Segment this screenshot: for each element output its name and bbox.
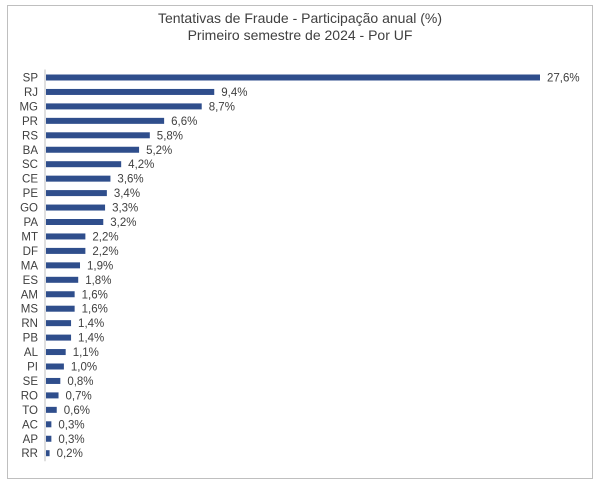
category-label-ac: AC xyxy=(22,419,38,431)
data-label-ba: 5,2% xyxy=(146,145,172,157)
bar-pr xyxy=(46,117,165,124)
category-label-rn: RN xyxy=(21,318,38,330)
bar-ro xyxy=(46,392,59,399)
category-label-df: DF xyxy=(23,246,38,258)
data-label-to: 0,6% xyxy=(64,405,90,417)
category-label-se: SE xyxy=(23,376,39,388)
data-label-df: 2,2% xyxy=(92,246,118,258)
bar-ba xyxy=(46,146,140,153)
chart-frame xyxy=(7,5,593,479)
bar-se xyxy=(46,377,61,384)
category-label-pi: PI xyxy=(27,362,38,374)
category-label-to: TO xyxy=(22,405,38,417)
data-label-se: 0,8% xyxy=(67,376,93,388)
data-label-rn: 1,4% xyxy=(78,318,104,330)
bar-to xyxy=(46,406,57,413)
category-label-pr: PR xyxy=(22,116,38,128)
data-label-mg: 8,7% xyxy=(209,101,235,113)
bar-sc xyxy=(46,161,122,168)
category-label-sp: SP xyxy=(23,73,39,85)
data-label-ms: 1,6% xyxy=(82,304,108,316)
data-label-rr: 0,2% xyxy=(57,448,83,460)
data-label-pi: 1,0% xyxy=(71,362,97,374)
bar-rs xyxy=(46,132,150,139)
data-label-ma: 1,9% xyxy=(87,260,113,272)
category-label-pe: PE xyxy=(23,188,39,200)
category-label-mg: MG xyxy=(19,101,38,113)
bar-go xyxy=(46,204,106,211)
category-label-go: GO xyxy=(20,203,38,215)
category-label-pa: PA xyxy=(24,217,39,229)
bar-pb xyxy=(46,334,72,341)
data-label-pr: 6,6% xyxy=(171,116,197,128)
data-label-am: 1,6% xyxy=(82,289,108,301)
bar-pi xyxy=(46,363,64,370)
bar-ce xyxy=(46,175,111,182)
data-label-pb: 1,4% xyxy=(78,333,104,345)
category-label-ba: BA xyxy=(23,145,39,157)
category-label-es: ES xyxy=(23,275,39,287)
bar-am xyxy=(46,291,75,298)
bar-df xyxy=(46,247,86,254)
bar-ac xyxy=(46,421,52,428)
chart-title: Tentativas de Fraude - Participação anua… xyxy=(157,10,443,26)
data-label-al: 1,1% xyxy=(73,347,99,359)
bar-ap xyxy=(46,435,52,442)
category-label-pb: PB xyxy=(23,333,39,345)
data-label-ac: 0,3% xyxy=(58,419,84,431)
chart-subtitle: Primeiro semestre de 2024 - Por UF xyxy=(187,27,413,43)
data-label-ap: 0,3% xyxy=(58,434,84,446)
data-label-es: 1,8% xyxy=(85,275,111,287)
category-label-rs: RS xyxy=(22,130,38,142)
data-label-ro: 0,7% xyxy=(66,390,92,402)
category-label-mt: MT xyxy=(21,231,38,243)
bar-ms xyxy=(46,305,75,312)
category-label-ro: RO xyxy=(21,390,38,402)
bar-rj xyxy=(46,88,215,95)
category-label-ce: CE xyxy=(22,174,38,186)
category-label-ma: MA xyxy=(21,260,39,272)
bar-mg xyxy=(46,103,202,110)
category-label-sc: SC xyxy=(22,159,38,171)
data-label-sp: 27,6% xyxy=(547,73,580,85)
data-label-rs: 5,8% xyxy=(157,130,183,142)
data-label-go: 3,3% xyxy=(112,203,138,215)
category-label-rr: RR xyxy=(21,448,38,460)
bar-es xyxy=(46,276,79,283)
bar-sp xyxy=(46,74,540,81)
category-label-ms: MS xyxy=(21,304,39,316)
category-label-ap: AP xyxy=(23,434,39,446)
bar-rr xyxy=(46,450,50,457)
category-label-am: AM xyxy=(21,289,38,301)
bar-rn xyxy=(46,320,72,327)
data-label-pa: 3,2% xyxy=(110,217,136,229)
bar-mt xyxy=(46,233,86,240)
bar-al xyxy=(46,349,66,356)
data-label-rj: 9,4% xyxy=(221,87,247,99)
bar-pe xyxy=(46,190,107,197)
data-label-mt: 2,2% xyxy=(92,231,118,243)
bar-ma xyxy=(46,262,81,269)
data-label-pe: 3,4% xyxy=(114,188,140,200)
data-label-ce: 3,6% xyxy=(117,174,143,186)
category-label-al: AL xyxy=(24,347,39,359)
bar-pa xyxy=(46,219,104,225)
data-label-sc: 4,2% xyxy=(128,159,154,171)
category-label-rj: RJ xyxy=(24,87,38,99)
